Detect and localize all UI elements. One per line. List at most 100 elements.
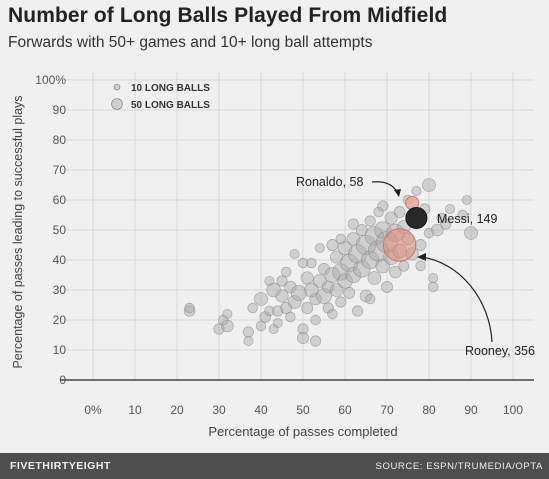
data-point [297, 323, 309, 335]
legend-label: 50 LONG BALLS [131, 100, 210, 111]
data-point [255, 320, 267, 332]
data-point [315, 287, 333, 305]
data-point [461, 194, 472, 206]
data-point [184, 302, 195, 314]
data-point [377, 200, 389, 212]
data-point [276, 275, 288, 287]
legend-bubble [113, 83, 121, 91]
x-tick-label: 40 [254, 403, 268, 417]
data-point [384, 211, 398, 225]
data-point [440, 218, 452, 230]
data-point [243, 335, 254, 347]
data-point [398, 260, 410, 272]
data-point [414, 239, 427, 251]
y-tick-label: 50 [53, 223, 67, 237]
data-point [343, 287, 356, 299]
highlight-point-rooney [382, 228, 417, 262]
data-point [309, 292, 322, 306]
data-point [322, 302, 334, 314]
grid [64, 72, 534, 381]
annotation-layer: Ronaldo, 58 Messi, 149 Rooney, 356 [296, 175, 535, 358]
data-point [428, 272, 439, 284]
y-tick-label: 90 [53, 103, 67, 117]
data-point [326, 239, 339, 251]
legend-bubble [111, 98, 123, 110]
y-tick-label: 20 [53, 313, 67, 327]
data-point [335, 296, 347, 308]
y-tick-label: 40 [53, 253, 67, 267]
x-tick-label: 20 [170, 403, 184, 417]
chart-title: Number of Long Balls Played From Midfiel… [8, 4, 448, 27]
data-point [411, 185, 422, 197]
data-point [364, 293, 376, 305]
footer-source: SOURCE: ESPN/TRUMEDIA/OPTA [375, 461, 543, 472]
annotation-ronaldo: Ronaldo, 58 [296, 175, 363, 189]
data-point [259, 311, 271, 323]
data-point [427, 281, 439, 293]
data-point [393, 206, 406, 218]
data-point [367, 271, 382, 285]
data-point [373, 206, 384, 218]
data-point [464, 226, 478, 240]
data-point [242, 326, 255, 338]
data-point [457, 209, 468, 221]
data-point [327, 308, 338, 320]
y-tick-label: 100% [35, 73, 66, 87]
data-point [284, 280, 297, 294]
y-tick-label: 80 [53, 133, 67, 147]
highlight-point-messi [405, 206, 428, 230]
data-point [301, 302, 314, 314]
footer-logo: FIVETHIRTYEIGHT [10, 460, 111, 472]
chart-subtitle: Forwards with 50+ games and 10+ long bal… [8, 34, 373, 51]
footer-bar: FIVETHIRTYEIGHT SOURCE: ESPN/TRUMEDIA/OP… [0, 453, 549, 479]
data-point [310, 314, 321, 326]
size-legend: 10 LONG BALLS 50 LONG BALLS [111, 83, 210, 111]
data-point [318, 263, 330, 275]
x-tick-label: 10 [128, 403, 142, 417]
arrow-ronaldo [371, 181, 399, 195]
data-point [381, 281, 393, 293]
x-tick-label: 70 [380, 403, 394, 417]
x-tick-label: 50 [296, 403, 310, 417]
y-tick-label: 0 [59, 373, 66, 387]
data-point [306, 257, 317, 269]
data-point [351, 305, 364, 317]
y-tick-label: 60 [53, 193, 67, 207]
data-point [297, 257, 309, 269]
data-point [297, 332, 309, 344]
data-point [280, 266, 292, 278]
data-point [422, 178, 436, 192]
data-point [289, 248, 300, 260]
annotation-messi: Messi, 149 [437, 212, 497, 226]
highlight-layer [382, 195, 428, 262]
data-point [347, 218, 360, 230]
data-point [314, 242, 325, 254]
data-point [254, 292, 268, 306]
arrowhead-ronaldo [394, 189, 401, 197]
bubble-layer [183, 178, 478, 347]
x-axis-title: Percentage of passes completed [208, 424, 397, 439]
data-point [287, 295, 302, 309]
data-point [431, 223, 444, 237]
data-point [222, 308, 233, 320]
data-point [337, 273, 353, 289]
x-tick-label: 90 [464, 403, 478, 417]
x-tick-label: 30 [212, 403, 226, 417]
data-point [389, 265, 402, 279]
data-point [285, 311, 296, 323]
data-point [300, 271, 314, 285]
x-tick-label: 0% [84, 403, 102, 417]
data-point [264, 305, 275, 317]
data-point [247, 302, 258, 314]
y-axis-title: Percentage of passes leading to successf… [11, 95, 25, 368]
x-tick-label: 80 [422, 403, 436, 417]
data-point [415, 260, 426, 272]
y-tick-label: 10 [53, 343, 67, 357]
data-point [335, 233, 347, 245]
data-point [444, 203, 456, 215]
data-point [183, 305, 196, 317]
x-tick-label: 100 [503, 403, 523, 417]
annotation-rooney: Rooney, 356 [465, 344, 535, 358]
x-tick-label: 60 [338, 403, 352, 417]
